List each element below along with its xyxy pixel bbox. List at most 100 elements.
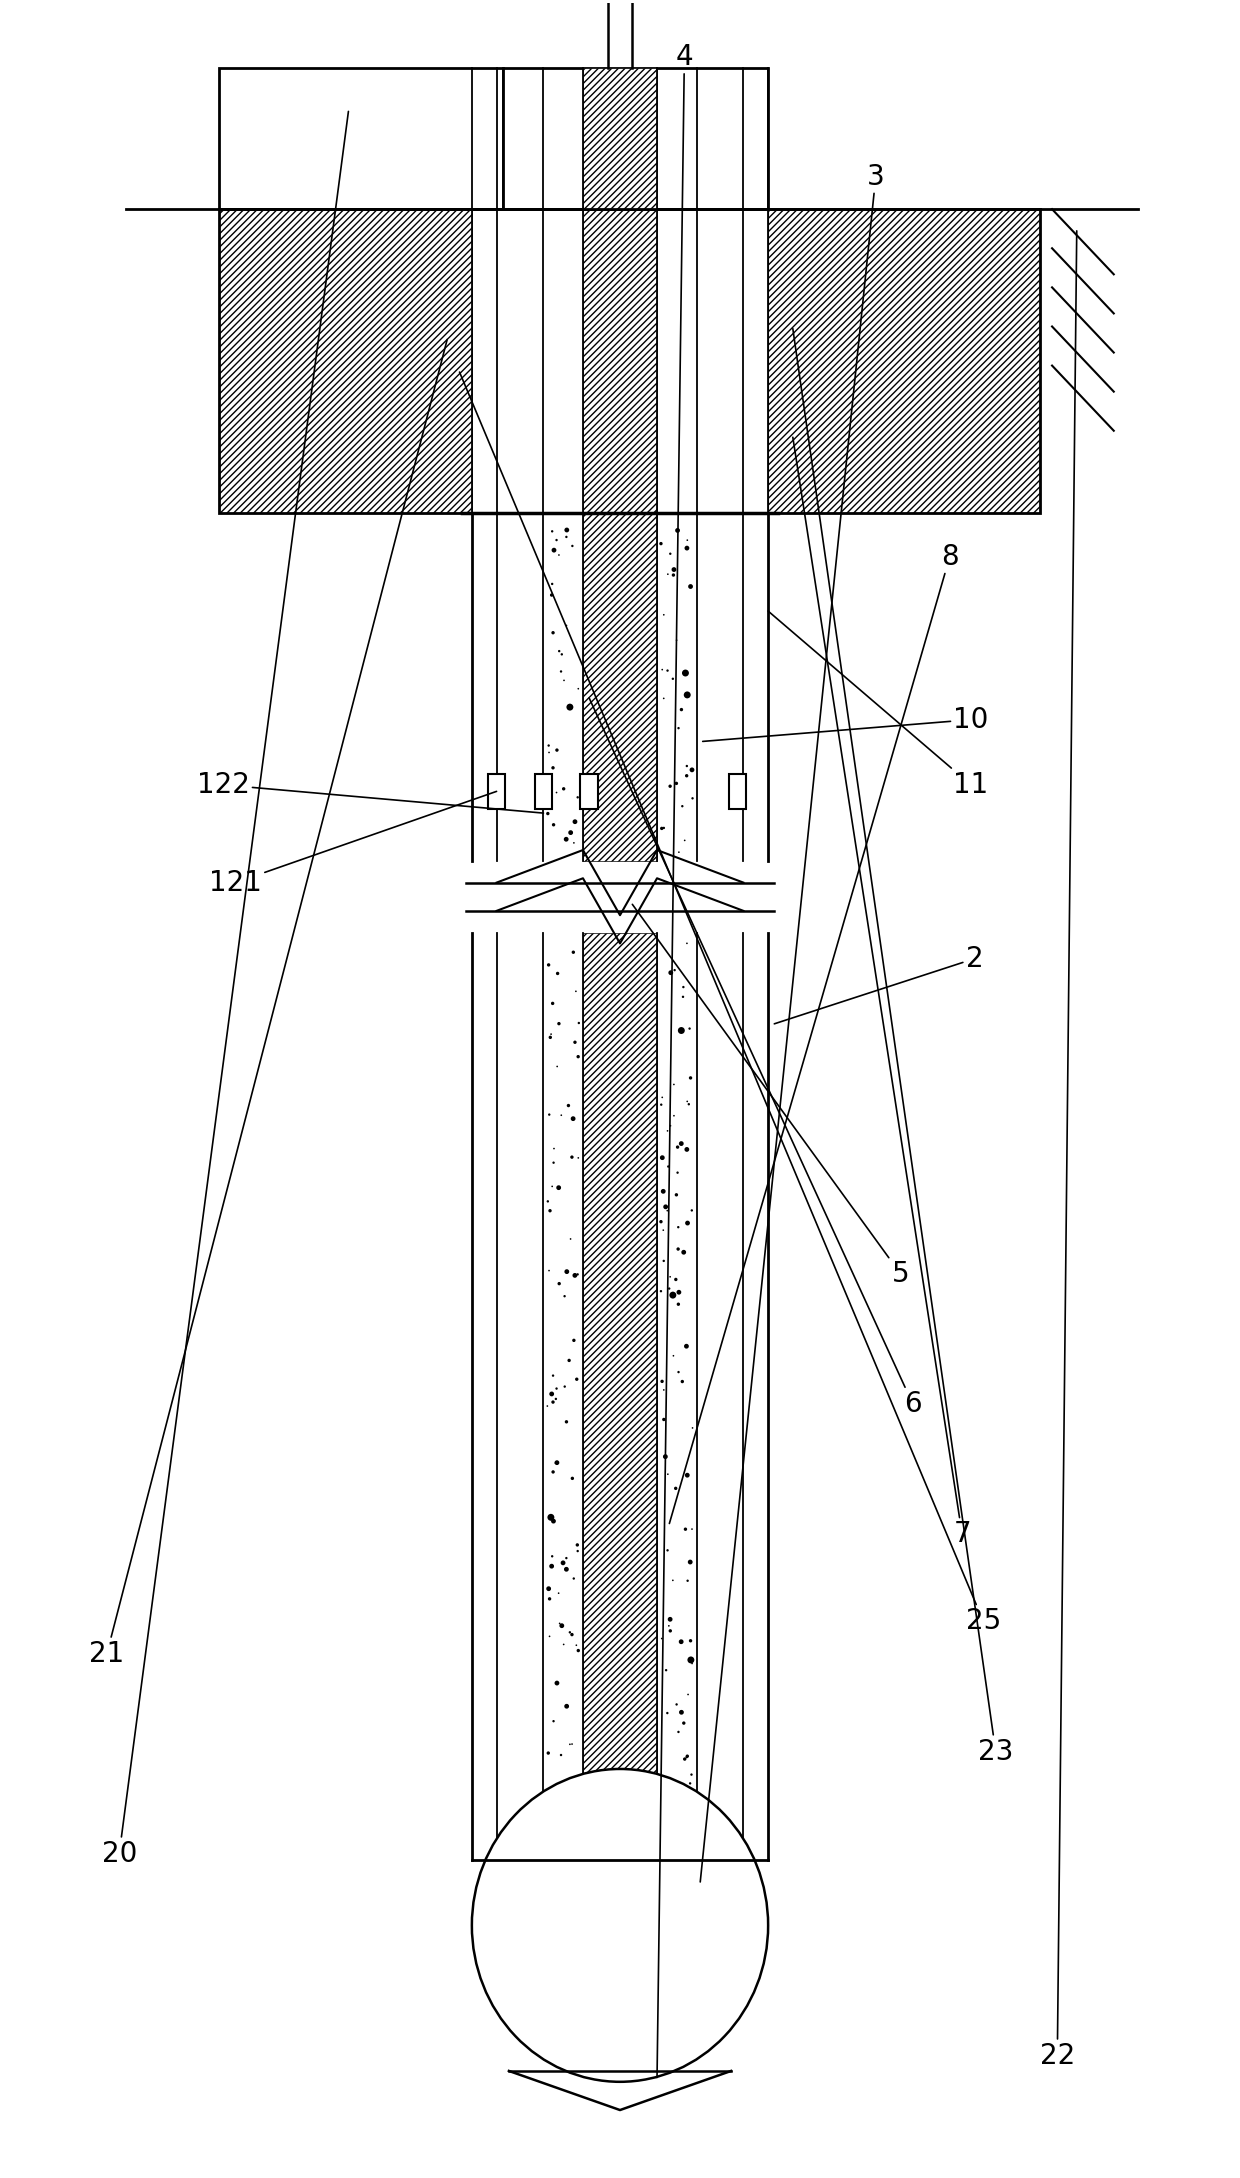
Point [543, 1359, 563, 1394]
Point [373, 466, 393, 501]
Point [422, 346, 441, 381]
Point [680, 1011, 699, 1045]
Point [541, 1194, 560, 1228]
Ellipse shape [472, 1769, 768, 2082]
Point [402, 475, 422, 510]
Text: 5: 5 [632, 904, 909, 1287]
Point [557, 821, 577, 856]
Point [548, 468, 568, 503]
Point [651, 527, 671, 562]
Point [658, 1150, 678, 1185]
Point [667, 1130, 687, 1165]
Point [663, 662, 683, 697]
Bar [657, 68, 697, 209]
Point [660, 1272, 680, 1307]
Point [677, 1740, 697, 1775]
Point [668, 1209, 688, 1244]
Point [565, 1026, 585, 1061]
Point [547, 732, 567, 767]
Point [435, 244, 455, 279]
Point [682, 1758, 702, 1792]
Point [445, 218, 465, 253]
Point [549, 1170, 569, 1204]
Point [559, 1344, 579, 1379]
Point [539, 1618, 559, 1653]
Point [272, 386, 291, 420]
Point [433, 359, 453, 394]
Point [374, 259, 394, 294]
Text: 121: 121 [210, 791, 496, 897]
Point [257, 307, 277, 342]
Point [568, 671, 588, 706]
Point [455, 211, 475, 246]
Point [560, 1727, 580, 1762]
Point [569, 1006, 589, 1041]
Point [372, 314, 392, 348]
Point [671, 72, 691, 107]
Point [670, 377, 689, 412]
Point [653, 1403, 673, 1437]
Point [279, 381, 299, 416]
Point [557, 521, 577, 555]
Point [311, 383, 331, 418]
Point [348, 446, 368, 481]
Point [284, 283, 304, 318]
Point [538, 1185, 558, 1220]
Point [653, 1213, 673, 1248]
Point [660, 1259, 680, 1294]
Point [668, 834, 688, 869]
Point [291, 449, 311, 484]
Point [562, 1618, 582, 1653]
Point [554, 1278, 574, 1313]
Point [568, 1039, 588, 1074]
Point [558, 1089, 578, 1124]
Point [677, 749, 697, 784]
Point [564, 825, 584, 860]
Point [557, 1553, 577, 1588]
Point [653, 1174, 673, 1209]
Point [568, 126, 588, 161]
Point [677, 1207, 697, 1241]
Point [677, 926, 697, 960]
Point [673, 168, 693, 203]
Point [675, 823, 694, 858]
Point [668, 1274, 688, 1309]
Point [564, 1322, 584, 1357]
Point [394, 433, 414, 468]
Point [228, 222, 248, 257]
Point [667, 623, 687, 658]
Point [326, 440, 346, 475]
Point [554, 277, 574, 311]
Point [538, 1736, 558, 1771]
Point [665, 553, 684, 588]
Point [389, 342, 409, 377]
Point [554, 1627, 574, 1662]
Point [236, 379, 255, 414]
Point [661, 1109, 681, 1143]
Bar [218, 68, 502, 209]
Point [663, 1278, 683, 1313]
Bar [543, 68, 583, 209]
Point [394, 396, 414, 431]
Point [653, 216, 673, 250]
Point [663, 157, 683, 192]
Point [291, 420, 311, 455]
Point [539, 222, 559, 257]
Point [672, 693, 692, 727]
Point [567, 364, 587, 399]
Point [451, 346, 471, 381]
Point [562, 1727, 582, 1762]
Point [543, 616, 563, 651]
Point [538, 947, 558, 982]
Point [551, 244, 570, 279]
Bar [502, 68, 768, 209]
Point [663, 1337, 683, 1372]
Point [655, 170, 675, 205]
Point [541, 264, 560, 298]
Point [678, 386, 698, 420]
Point [557, 1540, 577, 1575]
Point [260, 227, 280, 261]
Point [233, 209, 253, 244]
Text: 23: 23 [792, 329, 1013, 1766]
Point [668, 1231, 688, 1265]
